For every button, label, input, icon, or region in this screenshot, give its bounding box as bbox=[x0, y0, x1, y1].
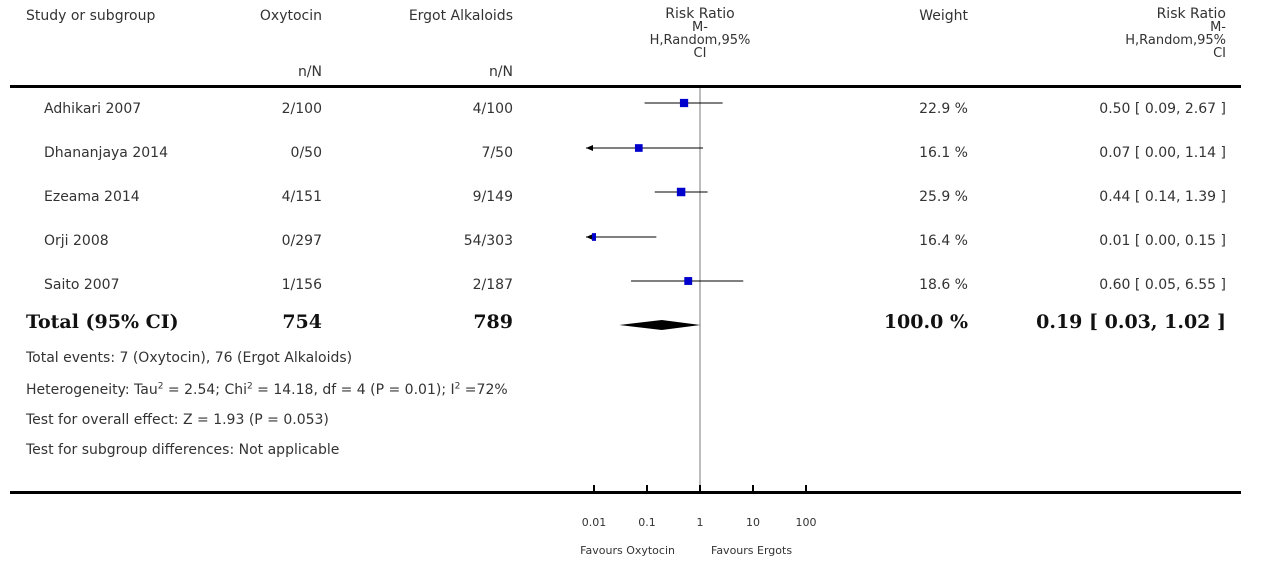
bottom-rule bbox=[10, 491, 1241, 494]
het-sup-1: 2 bbox=[157, 381, 164, 392]
study-oxy: 1/156 bbox=[281, 277, 322, 293]
study-weight: 25.9 % bbox=[919, 189, 968, 205]
study-ergot: 4/100 bbox=[472, 101, 513, 117]
het-sup-3: 2 bbox=[454, 381, 461, 392]
study-weight: 16.1 % bbox=[919, 145, 968, 161]
header-rr-line-3: H,Random,95% bbox=[649, 33, 751, 48]
study-ergot: 2/187 bbox=[472, 277, 513, 293]
favours-right-label: Favours Ergots bbox=[711, 544, 793, 557]
subgroup-note: Test for subgroup differences: Not appli… bbox=[26, 442, 340, 458]
study-ci: 0.07 [ 0.00, 1.14 ] bbox=[1099, 145, 1226, 161]
heterogeneity-note: Heterogeneity: Tau2 = 2.54; Chi2 = 14.18… bbox=[26, 382, 508, 398]
study-name: Orji 2008 bbox=[44, 233, 109, 249]
header-study: Study or subgroup bbox=[26, 8, 156, 24]
total-ci: 0.19 [ 0.03, 1.02 ] bbox=[1036, 311, 1226, 333]
overall-effect-note: Test for overall effect: Z = 1.93 (P = 0… bbox=[26, 412, 329, 428]
study-marker bbox=[679, 98, 689, 108]
het-sup-2: 2 bbox=[247, 381, 253, 392]
header-rr-line-1: Risk Ratio bbox=[665, 6, 735, 22]
ci-arrow bbox=[586, 145, 593, 151]
tick-label: 0.1 bbox=[638, 516, 656, 529]
tick-label: 10 bbox=[746, 516, 760, 529]
study-ergot: 7/50 bbox=[481, 145, 513, 161]
pooled-diamond bbox=[619, 320, 701, 330]
study-name: Ezeama 2014 bbox=[44, 189, 140, 205]
het-part-1: Heterogeneity: Tau bbox=[26, 382, 158, 398]
het-part-2: = 2.54; Chi bbox=[163, 382, 247, 398]
study-name: Adhikari 2007 bbox=[44, 101, 142, 117]
study-marker bbox=[634, 144, 643, 152]
study-weight: 18.6 % bbox=[919, 277, 968, 293]
total-weight: 100.0 % bbox=[883, 311, 968, 333]
study-ergot: 9/149 bbox=[472, 189, 513, 205]
header-rr2-line-3: H,Random,95% bbox=[1125, 33, 1226, 48]
header-rr-line-2: M- bbox=[692, 20, 708, 35]
study-marker bbox=[676, 187, 686, 197]
ci-arrow bbox=[586, 234, 593, 240]
header-ergot: Ergot Alkaloids bbox=[408, 8, 513, 24]
header-rr2-line-2: M- bbox=[1210, 20, 1226, 35]
header-ergot-nN: n/N bbox=[488, 64, 513, 80]
study-ci: 0.50 [ 0.09, 2.67 ] bbox=[1099, 101, 1226, 117]
total-oxy: 754 bbox=[282, 311, 322, 333]
study-ci: 0.01 [ 0.00, 0.15 ] bbox=[1099, 233, 1226, 249]
total-label: Total (95% CI) bbox=[26, 311, 179, 333]
study-weight: 16.4 % bbox=[919, 233, 968, 249]
study-oxy: 4/151 bbox=[281, 189, 322, 205]
study-weight: 22.9 % bbox=[919, 101, 968, 117]
header-weight: Weight bbox=[919, 8, 968, 24]
study-oxy: 2/100 bbox=[281, 101, 322, 117]
study-name: Dhananjaya 2014 bbox=[44, 145, 168, 161]
study-oxy: 0/297 bbox=[281, 233, 322, 249]
study-ci: 0.44 [ 0.14, 1.39 ] bbox=[1099, 189, 1226, 205]
tick-label: 100 bbox=[795, 516, 817, 529]
total-events-note: Total events: 7 (Oxytocin), 76 (Ergot Al… bbox=[26, 350, 353, 366]
tick-label: 0.01 bbox=[581, 516, 607, 529]
study-ci: 0.60 [ 0.05, 6.55 ] bbox=[1099, 277, 1226, 293]
header-risk-ratio-2: Risk Ratio M- H,Random,95% CI bbox=[1110, 6, 1226, 61]
study-ergot: 54/303 bbox=[463, 233, 513, 249]
header-oxytocin: Oxytocin bbox=[259, 8, 322, 24]
het-part-4: =72% bbox=[460, 382, 508, 398]
header-rr-line-4: CI bbox=[693, 46, 707, 61]
header-rr2-line-1: Risk Ratio bbox=[1156, 6, 1226, 22]
header-oxytocin-nN: n/N bbox=[297, 64, 322, 80]
header-rr2-line-4: CI bbox=[1213, 46, 1226, 61]
tick-label: 1 bbox=[696, 516, 704, 529]
het-part-3: = 14.18, df = 4 (P = 0.01); I bbox=[252, 382, 455, 398]
total-ergot: 789 bbox=[473, 311, 513, 333]
study-marker bbox=[592, 233, 596, 241]
favours-left-label: Favours Oxytocin bbox=[580, 544, 675, 557]
study-name: Saito 2007 bbox=[44, 277, 120, 293]
header-risk-ratio: Risk Ratio M- H,Random,95% CI bbox=[640, 6, 760, 61]
study-oxy: 0/50 bbox=[290, 145, 322, 161]
study-marker bbox=[684, 277, 693, 285]
header-rule bbox=[10, 85, 1241, 88]
